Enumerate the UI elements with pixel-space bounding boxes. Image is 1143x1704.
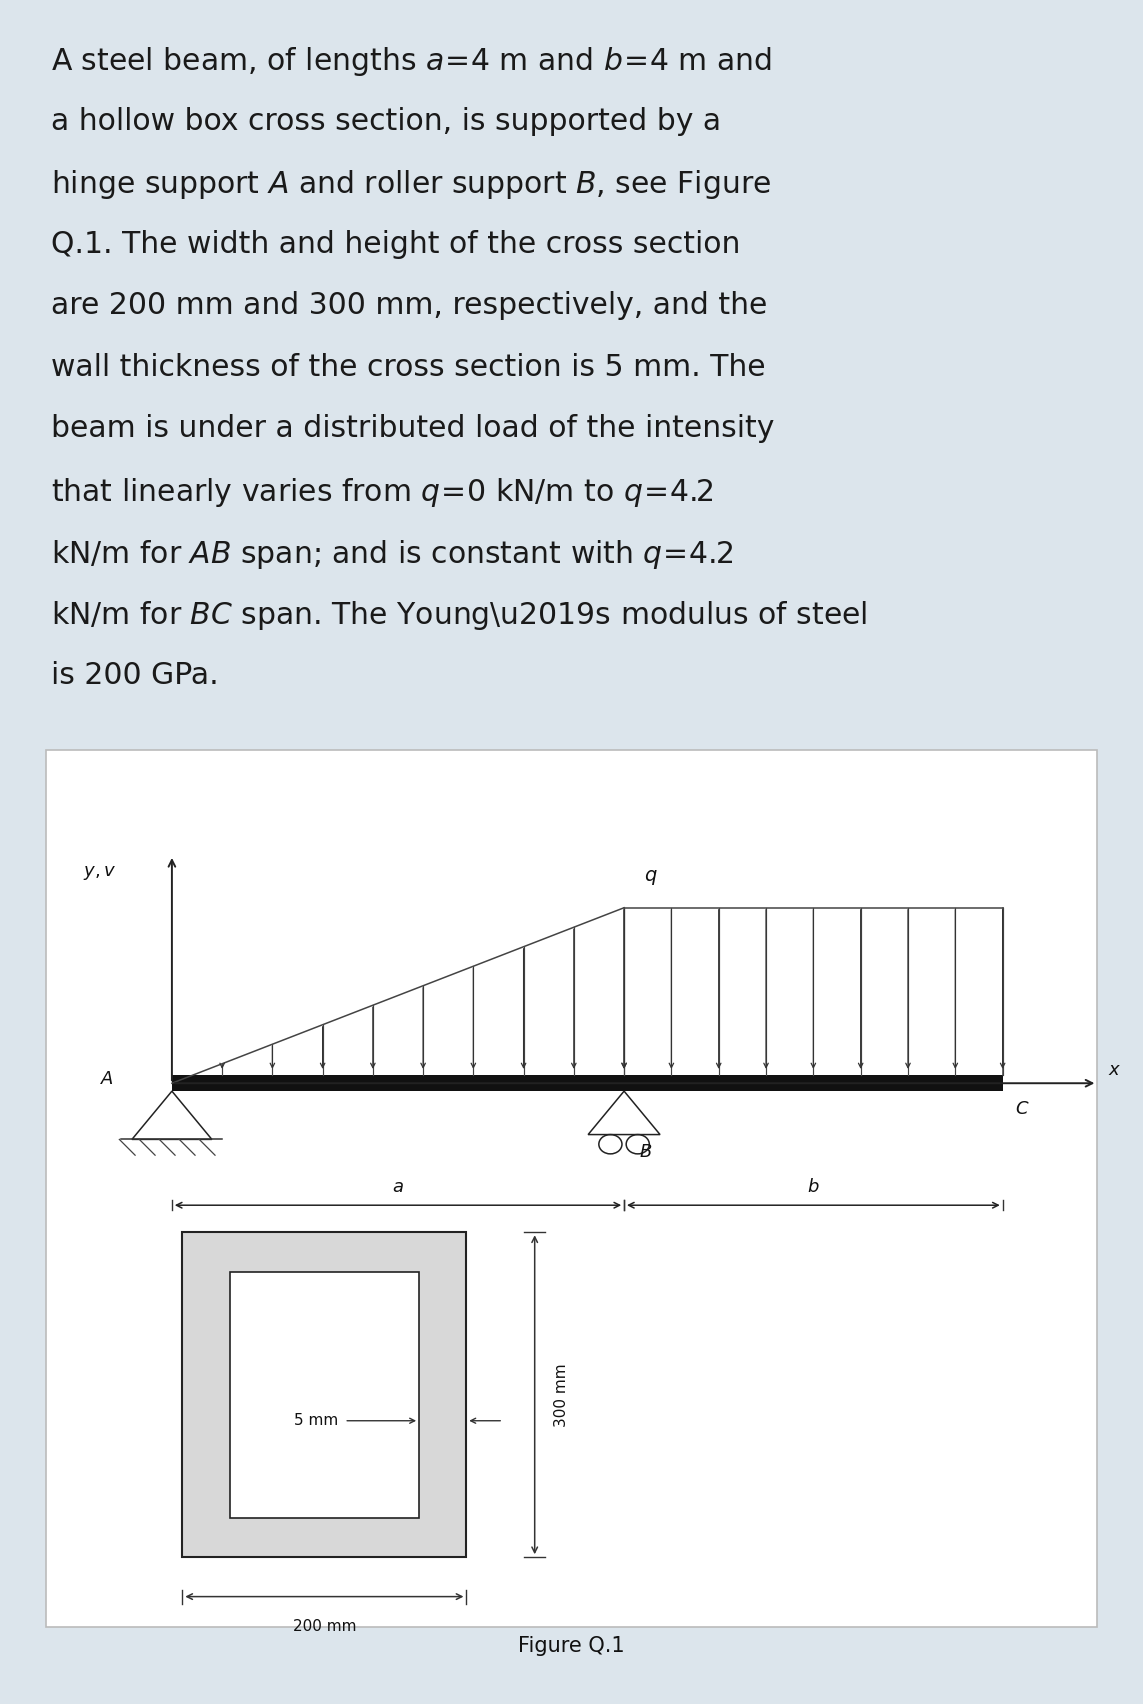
Text: $y, v$: $y, v$ [82, 864, 115, 883]
Text: $B$: $B$ [639, 1143, 652, 1162]
Text: 5 mm: 5 mm [295, 1413, 338, 1428]
Text: beam is under a distributed load of the intensity: beam is under a distributed load of the … [51, 414, 775, 443]
Text: $q$: $q$ [644, 869, 657, 888]
Text: $C$: $C$ [1015, 1099, 1030, 1118]
Text: Figure Q.1: Figure Q.1 [518, 1636, 625, 1656]
Text: Q.1. The width and height of the cross section: Q.1. The width and height of the cross s… [51, 230, 741, 259]
Text: that linearly varies from $q\!=\!0$ kN/m to $q\!=\!4.2$: that linearly varies from $q\!=\!0$ kN/m… [51, 475, 714, 509]
Text: a hollow box cross section, is supported by a: a hollow box cross section, is supported… [51, 107, 721, 136]
Text: $b$: $b$ [807, 1177, 820, 1196]
Text: kN/m for $BC$ span. The Young\u2019s modulus of steel: kN/m for $BC$ span. The Young\u2019s mod… [51, 600, 868, 632]
Text: kN/m for $AB$ span; and is constant with $q\!=\!4.2$: kN/m for $AB$ span; and is constant with… [51, 537, 734, 571]
Text: 200 mm: 200 mm [293, 1619, 357, 1634]
Text: 300 mm: 300 mm [553, 1363, 568, 1426]
Bar [183, 1232, 466, 1557]
Text: are 200 mm and 300 mm, respectively, and the: are 200 mm and 300 mm, respectively, and… [51, 291, 768, 320]
Text: $x$: $x$ [1108, 1062, 1121, 1079]
Text: $A$: $A$ [101, 1070, 114, 1087]
Text: $a$: $a$ [392, 1177, 403, 1196]
Bar [230, 1271, 419, 1518]
Text: hinge support $A$ and roller support $B$, see Figure: hinge support $A$ and roller support $B$… [51, 169, 772, 201]
Text: A steel beam, of lengths $a\!=\!4$ m and $b\!=\!4$ m and: A steel beam, of lengths $a\!=\!4$ m and… [51, 46, 773, 78]
Text: is 200 GPa.: is 200 GPa. [51, 661, 219, 690]
Text: wall thickness of the cross section is 5 mm. The: wall thickness of the cross section is 5… [51, 353, 766, 382]
Bar [171, 1075, 1002, 1091]
